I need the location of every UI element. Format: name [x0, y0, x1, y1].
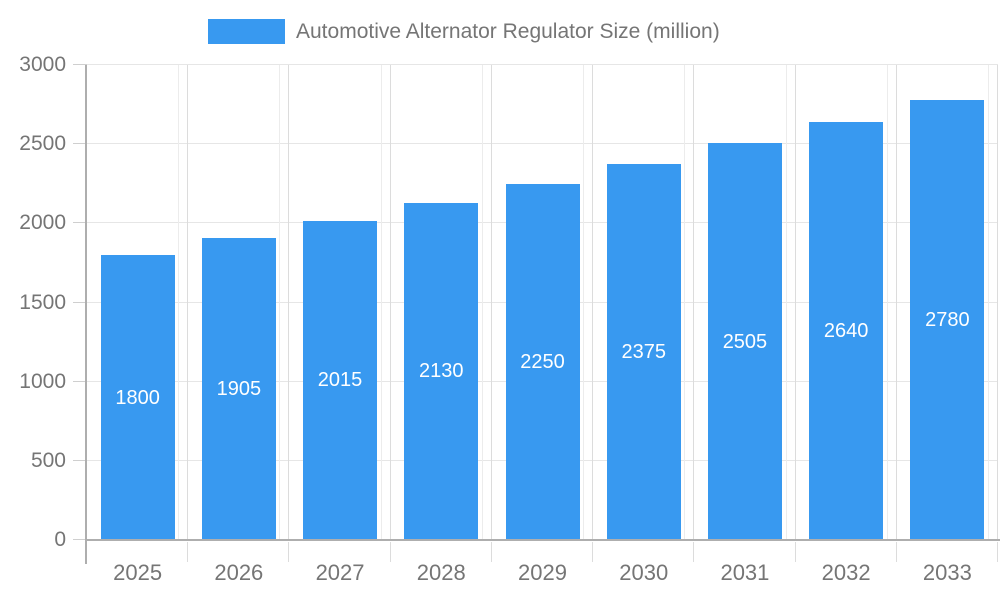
x-axis-line	[85, 539, 1000, 541]
x-axis-tick	[389, 542, 391, 562]
x-axis-tick	[490, 542, 492, 562]
x-axis-tick	[895, 542, 897, 562]
h-gridline	[87, 64, 998, 65]
y-tick-label: 500	[30, 448, 66, 472]
y-axis-tick	[73, 143, 87, 145]
bar: 2250	[505, 183, 580, 540]
v-gridline	[988, 65, 989, 540]
legend-label: Automotive Alternator Regulator Size (mi…	[296, 20, 720, 43]
v-gridline	[187, 65, 189, 540]
v-gridline	[178, 65, 180, 540]
bar-value-label: 2250	[520, 350, 565, 373]
x-tick-label: 2033	[922, 560, 972, 585]
y-tick-label: 2500	[19, 132, 66, 156]
y-axis-tick	[73, 539, 87, 540]
bar-value-label: 1905	[216, 378, 262, 401]
y-tick-label: 0	[54, 528, 66, 551]
y-axis-tick	[73, 301, 87, 303]
v-gridline	[895, 65, 897, 540]
v-gridline	[490, 65, 492, 540]
bar-value-label: 1800	[115, 386, 160, 409]
x-tick-label: 2025	[113, 560, 163, 585]
bar: 1905	[201, 238, 276, 540]
x-axis-tick	[187, 542, 189, 562]
bar: 2640	[809, 122, 884, 540]
y-axis-line	[85, 65, 87, 564]
y-axis-tick	[73, 222, 87, 224]
x-axis-tick	[997, 542, 998, 562]
x-tick-label: 2032	[821, 560, 871, 585]
x-tick-label: 2028	[416, 560, 466, 585]
legend-item[interactable]: Automotive Alternator Regulator Size (mi…	[208, 19, 720, 44]
v-gridline	[785, 65, 787, 540]
x-tick-label: 2030	[619, 560, 669, 585]
bar: 2505	[707, 143, 782, 540]
bar: 2375	[606, 163, 681, 540]
v-gridline	[288, 65, 290, 540]
bar-value-label: 2130	[419, 360, 464, 383]
y-tick-label: 1500	[19, 290, 66, 314]
y-axis-tick	[73, 64, 87, 65]
bar-value-label: 2015	[317, 369, 363, 392]
y-tick-label: 1000	[19, 369, 66, 393]
bar: 1800	[100, 255, 175, 540]
y-axis-tick	[73, 380, 87, 382]
bar: 2780	[910, 99, 985, 540]
v-gridline	[693, 65, 695, 540]
x-axis-tick	[693, 542, 695, 562]
x-tick-label: 2031	[720, 560, 770, 585]
bar-value-label: 2375	[621, 340, 666, 363]
v-gridline	[389, 65, 391, 540]
bar-value-label: 2640	[823, 320, 869, 342]
y-tick-label: 3000	[19, 53, 66, 76]
v-gridline	[481, 65, 483, 540]
bar-value-label: 2780	[925, 308, 970, 331]
v-gridline	[997, 65, 998, 540]
bar: 2130	[404, 202, 479, 540]
v-gridline	[886, 65, 888, 540]
x-axis-tick	[592, 542, 594, 562]
v-gridline	[592, 65, 594, 540]
bar-value-label: 2505	[722, 330, 768, 353]
x-tick-label: 2027	[315, 560, 365, 585]
v-gridline	[380, 65, 382, 540]
y-tick-label: 2000	[19, 211, 66, 235]
x-axis-tick	[794, 542, 796, 562]
x-tick-label: 2029	[518, 560, 567, 585]
v-gridline	[583, 65, 585, 540]
v-gridline	[684, 65, 686, 540]
v-gridline	[794, 65, 796, 540]
h-gridline	[87, 143, 998, 145]
x-tick-label: 2026	[214, 560, 264, 585]
x-axis-tick	[288, 542, 290, 562]
y-axis-tick	[73, 459, 87, 461]
legend-swatch	[208, 19, 285, 44]
bar: 2015	[303, 220, 378, 540]
v-gridline	[279, 65, 281, 540]
